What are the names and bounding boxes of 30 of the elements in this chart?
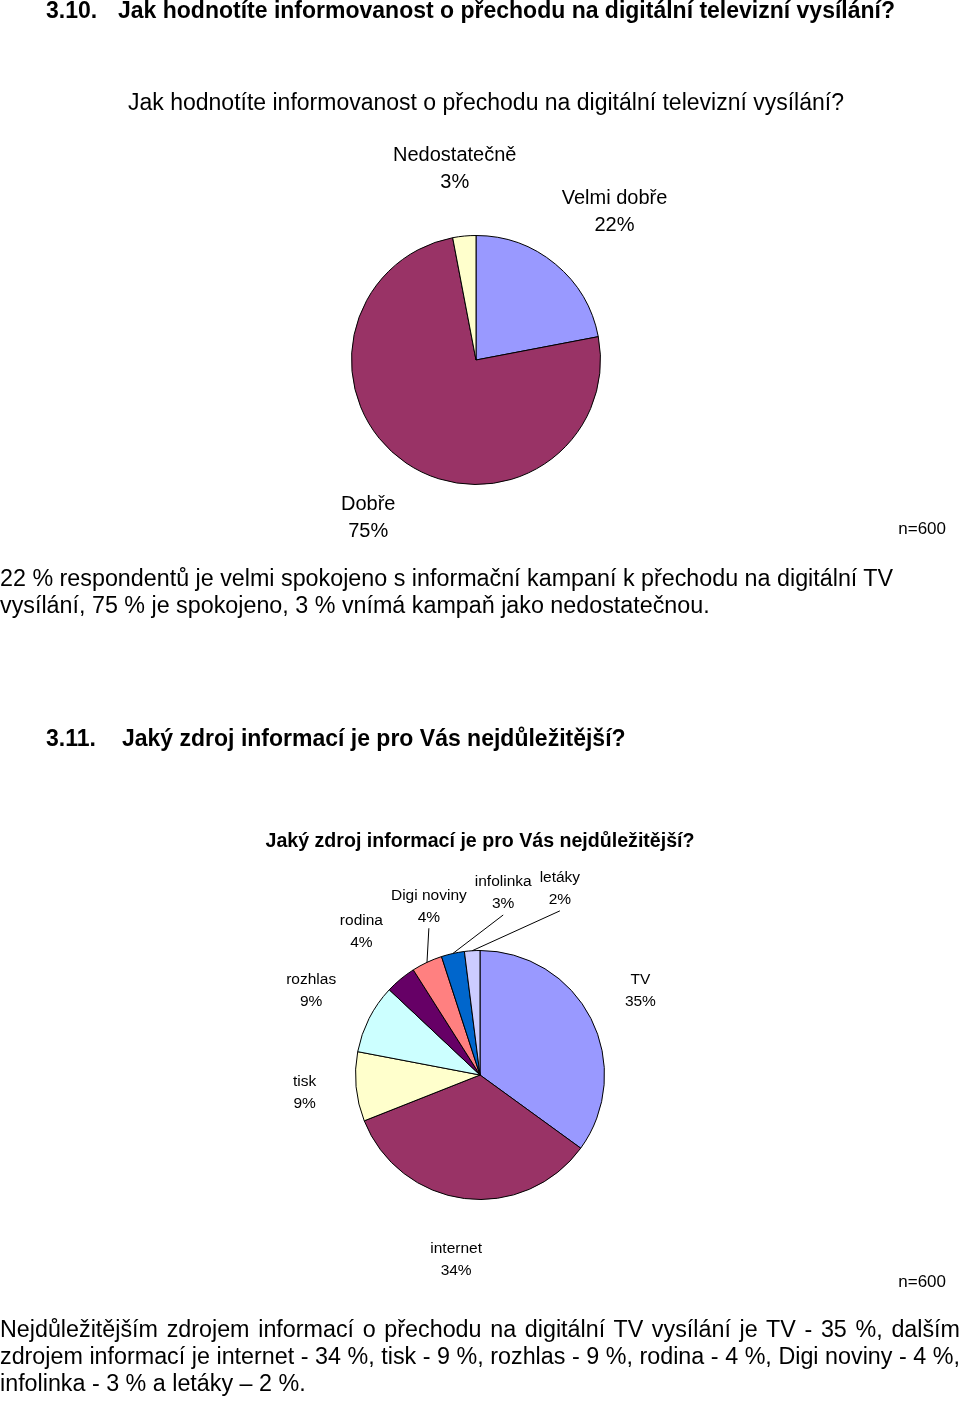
- chart-subtitle: Jak hodnotíte informovanost o přechodu na digitální televizní vysílání?: [127, 89, 845, 116]
- chart-title: 3.10. Jak hodnotíte informovanost o přechodu na digitální televizní vysílání?: [46, 0, 895, 23]
- chart-title: 3.11. Jaký zdroj informací je pro Vás nejdůležitější?: [46, 725, 626, 751]
- text: n=600: [898, 1272, 946, 1292]
- slice-label: rodina: [339, 910, 384, 928]
- data-label: 4%: [417, 907, 441, 925]
- data-label: 22%: [594, 213, 635, 236]
- slice-label: Dobře: [340, 492, 396, 515]
- data-label: 4%: [350, 932, 373, 950]
- data-label: 9%: [293, 1093, 317, 1111]
- slice-label: Nedostatečně: [393, 143, 517, 166]
- slice-label: Velmi dobře: [561, 186, 668, 209]
- data-label: 3%: [440, 170, 470, 193]
- data-label: 34%: [440, 1261, 472, 1279]
- data-label: 75%: [348, 519, 389, 542]
- text: Nejdůležitějším zdrojem informací o přechodu na digitální TV vysílání je TV - 35 %, dalším zdrojem informací je internet - 34 %, tisk - 9 %, rozhlas - 9 %, rodina - 4 %, Digi noviny - 4 %, infolinka - 3 % a letáky – 2 %.: [0, 1316, 960, 1397]
- slice-label: TV: [630, 969, 651, 987]
- text: 22 % respondentů je velmi spokojeno s informační kampaní k přechodu na digitální TV vysílání, 75 % je spokojeno, 3 % vnímá kampaň jako nedostatečnou.: [0, 565, 895, 619]
- text: n=600: [898, 519, 946, 539]
- slice-label: infolinka: [474, 872, 533, 890]
- slice-label: rozhlas: [286, 969, 337, 987]
- data-label: 35%: [624, 991, 657, 1009]
- slice-label: tisk: [293, 1071, 317, 1089]
- slice-label: internet: [430, 1239, 483, 1257]
- chart-subtitle: Jaký zdroj informací je pro Vás nejdůležitější?: [264, 828, 696, 852]
- slice-label: Digi noviny: [390, 885, 468, 903]
- slice-label: letáky: [539, 868, 581, 886]
- data-label: 9%: [299, 991, 323, 1009]
- data-label: 3%: [492, 894, 515, 912]
- data-label: 2%: [548, 890, 572, 908]
